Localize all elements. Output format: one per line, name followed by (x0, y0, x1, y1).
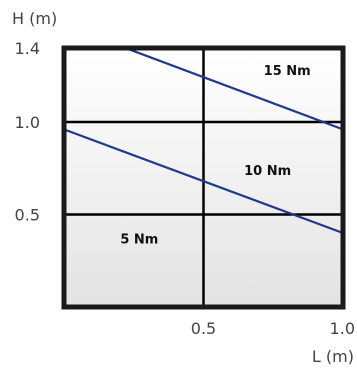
series-line (63, 128, 344, 235)
plot-frame (61, 45, 346, 310)
y-tick-label: 1.4 (15, 39, 40, 58)
region-labels: 15 Nm 10 Nm 5 Nm (120, 64, 310, 247)
region-label: 15 Nm (264, 64, 311, 79)
x-tick-label: 1.0 (330, 319, 355, 338)
x-tick-label: 0.5 (191, 319, 216, 338)
y-tick-label: 1.0 (15, 113, 40, 132)
tick-labels: 0.5 1.0 1.4 0.5 1.0 (15, 39, 355, 338)
grid-lines (64, 48, 343, 307)
series-line (125, 46, 344, 131)
series-lines (63, 46, 344, 235)
region-label: 10 Nm (244, 164, 291, 179)
y-axis-title: H (m) (12, 9, 57, 28)
y-tick-label: 0.5 (15, 206, 40, 225)
region-label: 5 Nm (120, 233, 158, 248)
x-axis-title: L (m) (312, 347, 354, 366)
